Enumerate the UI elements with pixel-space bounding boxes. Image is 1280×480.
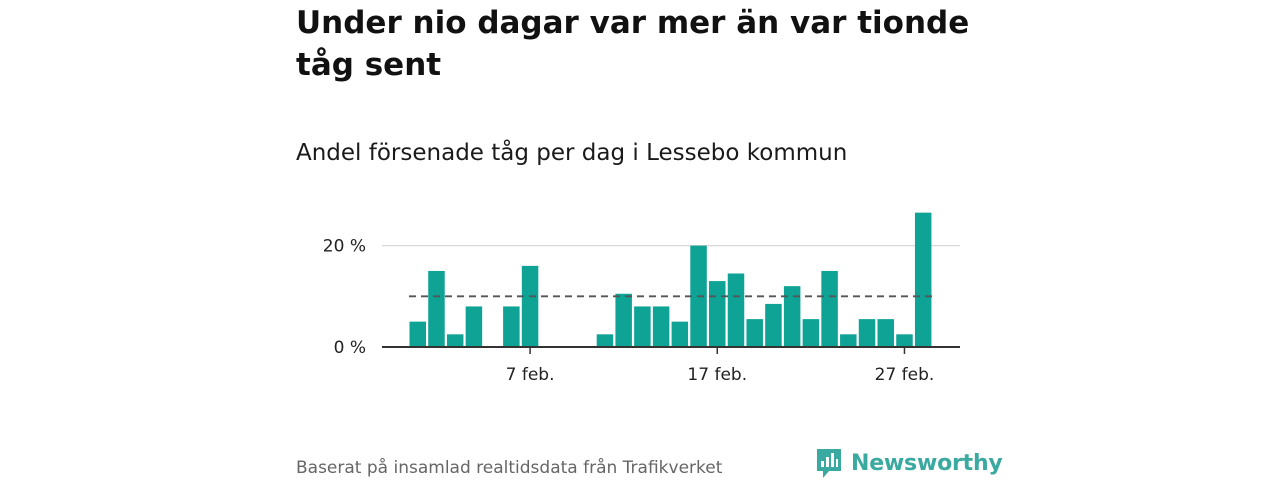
y-tick-label: 0 %: [334, 338, 366, 358]
bar: [765, 303, 782, 347]
brand-name: Newsworthy: [851, 450, 1003, 476]
bar: [727, 273, 745, 347]
chart-title: Under nio dagar var mer än var tionde tå…: [296, 5, 970, 83]
bar: [709, 281, 726, 347]
brand-logo: Newsworthy: [815, 446, 1003, 480]
bar: [465, 306, 483, 347]
bar: [652, 306, 670, 347]
bar: [896, 334, 913, 347]
bar: [783, 286, 801, 347]
x-tick-label: 7 feb.: [506, 365, 555, 385]
bar: [821, 270, 838, 347]
bar: [596, 334, 614, 347]
y-tick-label: 20 %: [323, 237, 366, 257]
bar: [409, 321, 426, 347]
bar: [428, 270, 445, 347]
bar: [503, 306, 520, 347]
x-tick-label: 17 feb.: [687, 365, 747, 385]
bar: [802, 319, 820, 347]
bar: [634, 306, 651, 347]
bar: [521, 265, 539, 347]
source-note: Baserat på insamlad realtidsdata från Tr…: [296, 458, 723, 478]
bar: [671, 321, 689, 347]
bar: [615, 293, 632, 347]
chart-subtitle: Andel försenade tåg per dag i Lessebo ko…: [296, 140, 848, 166]
bar-chart-speech-bubble-icon: [817, 449, 841, 478]
bar: [746, 319, 763, 347]
bar: [877, 319, 894, 347]
bar: [858, 319, 876, 347]
x-tick-label: 27 feb.: [875, 365, 935, 385]
bar: [840, 334, 857, 347]
bar: [914, 212, 932, 347]
bar: [446, 334, 464, 347]
